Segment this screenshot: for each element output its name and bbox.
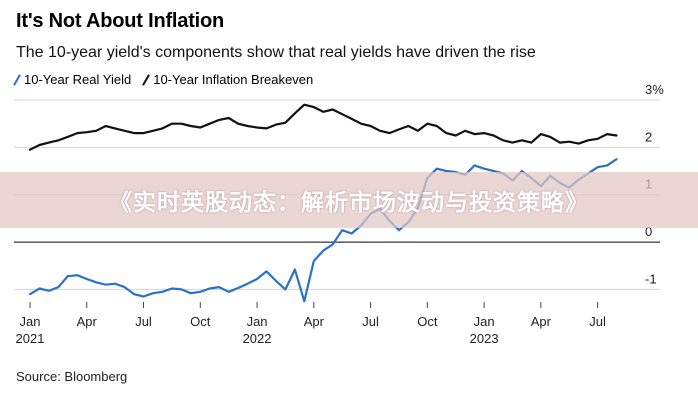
x-tick-month-5: Apr [304,314,325,329]
legend-label-real-yield: 10-Year Real Yield [24,72,132,87]
x-tick-month-10: Jul [589,314,606,329]
legend-item-breakeven: 10-Year Inflation Breakeven [142,72,314,87]
y-tick-label-1: 2 [645,129,652,144]
x-tick-month-1: Apr [77,314,98,329]
y-tick-label-0: 3% [645,82,664,97]
y-tick-label-3: 0 [645,224,652,239]
watermark-banner: 《实时英股动态：解析市场波动与投资策略》 [0,172,698,228]
x-tick-month-4: Jan [247,314,268,329]
x-tick-month-6: Jul [362,314,379,329]
x-tick-month-3: Oct [190,314,211,329]
x-tick-month-7: Oct [417,314,438,329]
watermark-text: 《实时英股动态：解析市场波动与投资策略》 [109,190,589,216]
x-tick-month-0: Jan [20,314,41,329]
legend: 10-Year Real Yield 10-Year Inflation Bre… [13,72,314,87]
x-tick-month-2: Jul [135,314,152,329]
x-tick-year-4: 2022 [243,331,272,346]
legend-item-real-yield: 10-Year Real Yield [13,72,132,87]
x-axis-ticks: Jan 2021 Apr Jul Oct Jan 2022 Apr Jul Oct Jan 2023 A… [16,302,606,346]
x-tick-year-8: 2023 [470,331,499,346]
x-tick-month-8: Jan [474,314,495,329]
chart-title: It's Not About Inflation [16,10,225,32]
y-tick-label-4: -1 [645,271,657,286]
legend-label-breakeven: 10-Year Inflation Breakeven [153,72,314,87]
chart-subtitle: The 10-year yield's components show that… [16,44,536,61]
x-tick-month-9: Apr [531,314,552,329]
x-tick-year-0: 2021 [16,331,45,346]
source-note: Source: Bloomberg [16,369,128,384]
series-line-breakeven [28,103,618,151]
